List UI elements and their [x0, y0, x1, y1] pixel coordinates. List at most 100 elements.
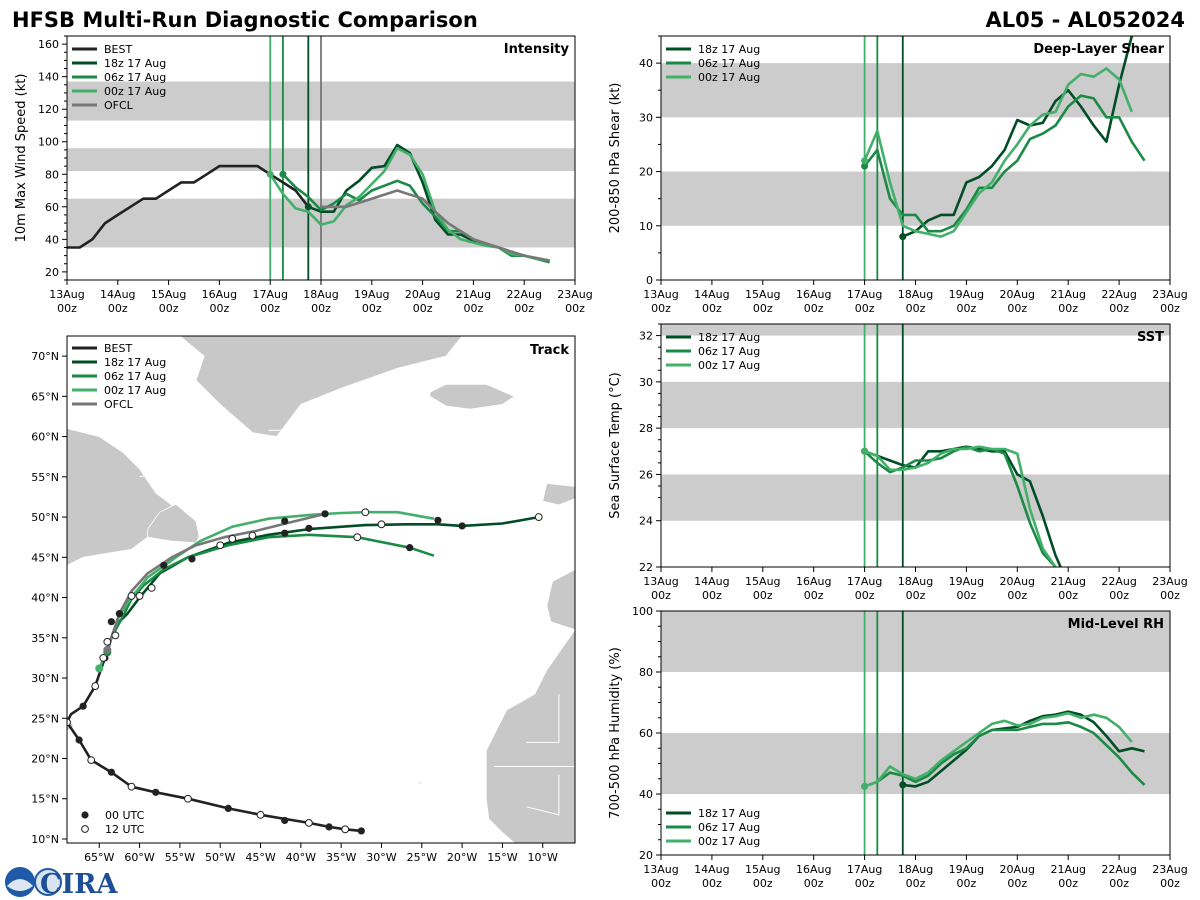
track-marker-12utc-6	[67, 718, 71, 727]
track-ytick-label-11: 65°N	[31, 390, 59, 403]
track-ytick-label-5: 35°N	[31, 632, 59, 645]
shear-ylabel: 200-850 hPa Shear (kt)	[608, 83, 623, 234]
track-xtick-label-6: 35°W	[326, 851, 356, 864]
intensity-ylabel: 10m Max Wind Speed (kt)	[14, 74, 29, 243]
track-legend-label-06z-17-aug: 06z 17 Aug	[104, 370, 166, 383]
track-start-marker-2	[103, 645, 112, 654]
track-marker-12utc-7	[91, 682, 100, 690]
sst-xtick-hour-22Aug: 00z	[1109, 589, 1129, 602]
africa-land	[485, 629, 575, 843]
track-marker-00utc-15	[458, 522, 466, 530]
intensity-xtick-hour-13Aug: 00z	[57, 302, 77, 315]
track-marker-00utc-10	[115, 610, 124, 618]
rh-ytick-label-100: 100	[632, 605, 653, 618]
rh-legend-label-06z-17-aug: 06z 17 Aug	[698, 821, 760, 834]
rh-xtick-hour-17Aug: 00z	[855, 877, 875, 890]
sst-band-0	[661, 474, 1170, 521]
track-marker-12utc-17	[353, 533, 362, 542]
track-marker-00utc-14	[305, 524, 313, 532]
figure-title: HFSB Multi-Run Diagnostic Comparison	[12, 8, 478, 32]
shear-xtick-day-20Aug: 20Aug	[1000, 288, 1035, 301]
shear-xtick-day-19Aug: 19Aug	[949, 288, 984, 301]
intensity-xtick-day-13Aug: 13Aug	[49, 288, 84, 301]
rh-xtick-day-13Aug: 13Aug	[643, 863, 678, 876]
intensity-ytick-label-160: 160	[38, 38, 59, 51]
intensity-xtick-day-20Aug: 20Aug	[405, 288, 440, 301]
border-line-1	[139, 468, 180, 478]
sst-xtick-hour-20Aug: 00z	[1007, 589, 1027, 602]
track-marker-00utc-13	[281, 529, 289, 537]
cira-logo: CIRA	[5, 867, 119, 900]
rh-xtick-day-20Aug: 20Aug	[1000, 863, 1035, 876]
intensity-legend-label-ofcl: OFCL	[104, 99, 134, 112]
shear-xtick-day-16Aug: 16Aug	[796, 288, 831, 301]
shear-xtick-day-18Aug: 18Aug	[898, 288, 933, 301]
intensity-xtick-hour-19Aug: 00z	[362, 302, 382, 315]
track-marker-12utc-13	[147, 583, 156, 592]
rh-xtick-hour-23Aug: 00z	[1160, 877, 1180, 890]
shear-xtick-day-21Aug: 21Aug	[1050, 288, 1085, 301]
shear-series-18z-17-aug	[902, 36, 1134, 238]
rh-xtick-day-17Aug: 17Aug	[847, 863, 882, 876]
sst-start-dot-00z-17-aug	[861, 447, 869, 455]
track-legend-label-best: BEST	[104, 342, 132, 355]
rh-xtick-hour-15Aug: 00z	[753, 877, 773, 890]
shear-xtick-hour-16Aug: 00z	[804, 302, 824, 315]
sst-xtick-hour-23Aug: 00z	[1160, 589, 1180, 602]
shear-ytick-label-30: 30	[639, 111, 653, 124]
intensity-xtick-day-23Aug: 23Aug	[557, 288, 592, 301]
north-america-land	[67, 336, 173, 566]
iberia-land	[546, 568, 575, 631]
track-marker-00utc-5	[107, 768, 115, 776]
shear-xtick-hour-14Aug: 00z	[702, 302, 722, 315]
rh-xtick-hour-19Aug: 00z	[957, 877, 977, 890]
track-marker-12utc-11	[127, 592, 136, 600]
intensity-xtick-hour-22Aug: 00z	[514, 302, 534, 315]
track-marker-12utc-12	[135, 592, 144, 600]
rh-series-06z-17-aug	[864, 720, 1146, 788]
track-marker-12utc-1	[305, 818, 313, 827]
intensity-xtick-day-15Aug: 15Aug	[151, 288, 186, 301]
cira-logo-text: CIRA	[40, 869, 119, 900]
track-panel: 65°W 60°W 55°W 50°W 45°W 40°W 35°W 30°W 25°W 20°W…	[31, 335, 576, 864]
track-marker-00utc-12	[188, 555, 196, 563]
shear-start-dot-00z-17-aug	[861, 157, 869, 165]
track-marker-12utc-15	[248, 531, 257, 540]
shear-xtick-day-14Aug: 14Aug	[694, 288, 729, 301]
track-xtick-label-4: 45°W	[245, 851, 275, 864]
rh-xtick-day-14Aug: 14Aug	[694, 863, 729, 876]
track-xtick-label-11: 10°W	[528, 851, 558, 864]
shear-band-1	[661, 63, 1170, 118]
track-start-marker-0	[95, 664, 104, 673]
rh-ytick-label-80: 80	[639, 666, 653, 679]
track-marker-12utc-0	[341, 825, 350, 834]
sst-xtick-day-23Aug: 23Aug	[1152, 575, 1187, 588]
track-xtick-label-9: 20°W	[447, 851, 477, 864]
track-ytick-label-6: 40°N	[31, 592, 59, 605]
rh-panel: 2040608010013Aug00z14Aug00z15Aug00z16Aug…	[608, 605, 1188, 890]
intensity-xtick-day-22Aug: 22Aug	[506, 288, 541, 301]
track-ytick-label-1: 15°N	[31, 793, 59, 806]
sst-xtick-day-15Aug: 15Aug	[745, 575, 780, 588]
sst-xtick-day-21Aug: 21Aug	[1050, 575, 1085, 588]
shear-xtick-hour-18Aug: 00z	[906, 302, 926, 315]
track-marker-12utc-10	[111, 631, 120, 640]
border-line-3	[526, 774, 560, 816]
track-marker-12utc-8	[99, 654, 108, 662]
sst-xtick-hour-16Aug: 00z	[804, 589, 824, 602]
sst-xtick-hour-19Aug: 00z	[957, 589, 977, 602]
track-ytick-label-9: 55°N	[31, 471, 59, 484]
intensity-ytick-label-120: 120	[38, 103, 59, 116]
rh-series-group	[861, 710, 1146, 790]
track-marker-00utc-16	[281, 517, 289, 525]
cira-globe-icon	[34, 868, 62, 896]
track-ytick-label-2: 20°N	[31, 753, 59, 766]
shear-series-group	[861, 36, 1146, 241]
track-ytick-label-10: 60°N	[31, 431, 59, 444]
shear-panel-title: Deep-Layer Shear	[1033, 42, 1164, 57]
rh-band-0	[661, 733, 1170, 794]
rh-ytick-label-60: 60	[639, 727, 653, 740]
shear-xtick-hour-22Aug: 00z	[1109, 302, 1129, 315]
intensity-series-ofcl	[321, 189, 550, 262]
rh-legend-label-18z-17-aug: 18z 17 Aug	[698, 807, 760, 820]
